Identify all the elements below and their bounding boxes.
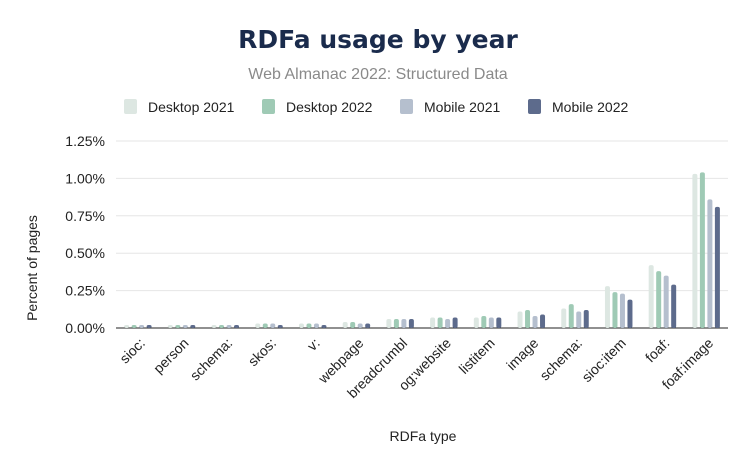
y-tick-label: 0.00% — [65, 320, 105, 336]
bar — [714, 206, 720, 328]
y-axis-ticks: 0.00% 0.25% 0.50% 0.75% 1.00% 1.25% — [65, 133, 105, 336]
bar — [692, 173, 698, 328]
bar — [568, 304, 574, 328]
bar — [401, 319, 407, 328]
x-tick-label: listitem — [456, 335, 498, 377]
bar — [365, 323, 371, 328]
legend-swatch — [124, 99, 137, 114]
bar — [488, 317, 494, 328]
bar — [496, 317, 502, 328]
bar — [648, 265, 654, 328]
bar — [540, 314, 546, 328]
bar — [190, 325, 196, 328]
bar — [386, 319, 392, 328]
legend-label: Desktop 2022 — [286, 99, 373, 115]
bar — [619, 293, 625, 328]
bar — [707, 199, 713, 328]
bar — [139, 325, 145, 328]
bar — [561, 308, 567, 328]
bar — [430, 317, 436, 328]
gridlines — [116, 140, 728, 329]
y-tick-label: 0.75% — [65, 208, 105, 224]
x-tick-label: foaf: — [642, 335, 673, 366]
bar — [124, 325, 130, 328]
bar — [219, 325, 225, 328]
legend: Desktop 2021 Desktop 2022 Mobile 2021 Mobil… — [124, 99, 628, 115]
legend-label: Desktop 2021 — [148, 99, 235, 115]
bar — [255, 323, 261, 328]
bar — [663, 275, 669, 328]
bar — [576, 311, 582, 328]
chart-title: RDFa usage by year — [238, 25, 518, 54]
bar — [182, 325, 188, 328]
bar — [627, 299, 633, 328]
legend-swatch — [400, 99, 413, 114]
bar — [131, 325, 137, 328]
bar — [313, 323, 319, 328]
bar — [452, 317, 458, 328]
chart-subtitle: Web Almanac 2022: Structured Data — [248, 66, 508, 83]
bar — [437, 317, 443, 328]
bar — [262, 323, 268, 328]
bar — [481, 316, 487, 328]
bar — [525, 310, 531, 328]
y-tick-label: 1.00% — [65, 170, 105, 186]
legend-label: Mobile 2021 — [424, 99, 500, 115]
legend-label: Mobile 2022 — [552, 99, 628, 115]
x-axis-title: RDFa type — [390, 428, 457, 444]
bar — [321, 325, 327, 328]
bar — [342, 322, 348, 328]
legend-swatch — [528, 99, 541, 114]
bar — [699, 172, 705, 328]
bar — [517, 311, 523, 328]
x-tick-label: schema: — [187, 335, 236, 384]
bars — [124, 172, 720, 328]
bar — [146, 325, 152, 328]
bar — [393, 319, 399, 328]
x-tick-label: skos: — [245, 335, 279, 369]
bar — [234, 325, 240, 328]
bar — [473, 317, 479, 328]
bar — [167, 325, 173, 328]
bar — [612, 292, 618, 328]
x-tick-label: person — [150, 335, 192, 377]
bar — [270, 323, 276, 328]
y-tick-label: 1.25% — [65, 133, 105, 149]
bar — [532, 316, 538, 328]
bar — [277, 325, 283, 328]
legend-swatch — [262, 99, 275, 114]
bar — [604, 286, 610, 328]
bar — [445, 319, 451, 328]
y-tick-label: 0.25% — [65, 283, 105, 299]
bar — [583, 310, 589, 328]
y-axis-title: Percent of pages — [24, 215, 40, 321]
x-tick-label: image — [503, 335, 541, 373]
x-tick-label: schema: — [536, 335, 585, 384]
bar — [357, 323, 363, 328]
x-tick-label: sioc: — [116, 335, 148, 367]
x-tick-label: v: — [304, 335, 323, 354]
bar — [175, 325, 181, 328]
bar — [226, 325, 232, 328]
bar — [671, 284, 677, 328]
x-tick-label: sioc:item — [578, 335, 628, 385]
bar — [350, 322, 356, 328]
bar — [408, 319, 414, 328]
y-tick-label: 0.50% — [65, 245, 105, 261]
bar — [298, 323, 304, 328]
bar — [211, 325, 217, 328]
bar — [306, 323, 312, 328]
bar — [656, 271, 662, 328]
